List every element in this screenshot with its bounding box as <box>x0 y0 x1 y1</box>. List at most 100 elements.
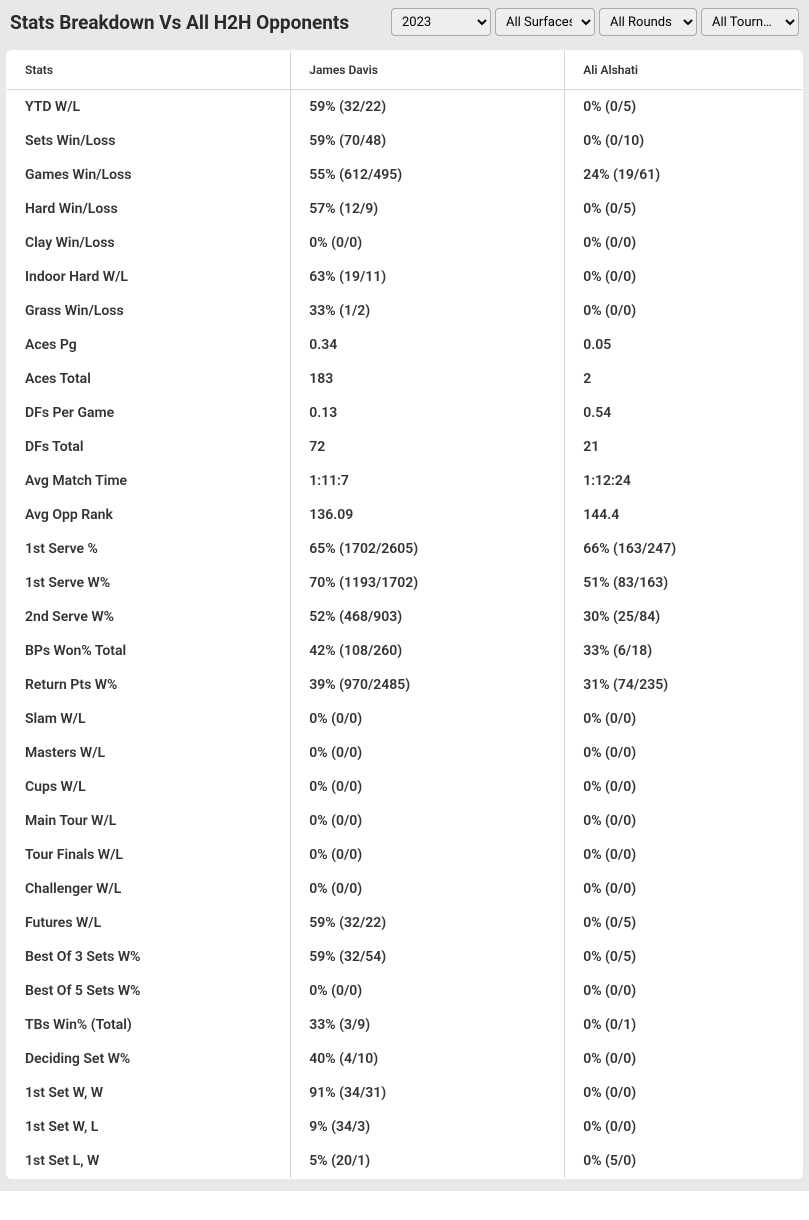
player1-value: 63% (19/11) <box>291 260 565 294</box>
player1-value: 0% (0/0) <box>291 702 565 736</box>
player2-value: 24% (19/61) <box>565 158 803 192</box>
table-row: 1st Set W, L9% (34/3)0% (0/0) <box>7 1110 803 1144</box>
player1-value: 0% (0/0) <box>291 226 565 260</box>
stat-label: Cups W/L <box>7 770 291 804</box>
table-row: Games Win/Loss55% (612/495)24% (19/61) <box>7 158 803 192</box>
player1-value: 65% (1702/2605) <box>291 532 565 566</box>
table-row: Deciding Set W%40% (4/10)0% (0/0) <box>7 1042 803 1076</box>
table-row: Tour Finals W/L0% (0/0)0% (0/0) <box>7 838 803 872</box>
table-header-row: Stats James Davis Ali Alshati <box>7 51 803 90</box>
stat-label: Aces Total <box>7 362 291 396</box>
player2-value: 31% (74/235) <box>565 668 803 702</box>
stats-table: Stats James Davis Ali Alshati YTD W/L59%… <box>6 50 803 1179</box>
stat-label: Best Of 5 Sets W% <box>7 974 291 1008</box>
header-bar: Stats Breakdown Vs All H2H Opponents 202… <box>0 0 809 44</box>
stat-label: TBs Win% (Total) <box>7 1008 291 1042</box>
table-row: Main Tour W/L0% (0/0)0% (0/0) <box>7 804 803 838</box>
player2-value: 0% (0/5) <box>565 940 803 974</box>
table-row: Return Pts W%39% (970/2485)31% (74/235) <box>7 668 803 702</box>
player2-value: 144.4 <box>565 498 803 532</box>
stat-label: 2nd Serve W% <box>7 600 291 634</box>
player1-value: 42% (108/260) <box>291 634 565 668</box>
stat-label: Clay Win/Loss <box>7 226 291 260</box>
player1-value: 72 <box>291 430 565 464</box>
player2-value: 0% (0/0) <box>565 260 803 294</box>
player1-value: 91% (34/31) <box>291 1076 565 1110</box>
player2-value: 0% (0/0) <box>565 294 803 328</box>
table-row: DFs Total7221 <box>7 430 803 464</box>
player2-value: 0% (5/0) <box>565 1144 803 1179</box>
table-row: 1st Serve %65% (1702/2605)66% (163/247) <box>7 532 803 566</box>
stat-label: Return Pts W% <box>7 668 291 702</box>
table-row: 1st Serve W%70% (1193/1702)51% (83/163) <box>7 566 803 600</box>
stat-label: 1st Serve W% <box>7 566 291 600</box>
table-row: Avg Opp Rank136.09144.4 <box>7 498 803 532</box>
player1-value: 0.13 <box>291 396 565 430</box>
table-row: 1st Set L, W5% (20/1)0% (5/0) <box>7 1144 803 1179</box>
player1-value: 59% (70/48) <box>291 124 565 158</box>
stat-label: 1st Set W, W <box>7 1076 291 1110</box>
player2-value: 0% (0/5) <box>565 90 803 125</box>
player1-value: 9% (34/3) <box>291 1110 565 1144</box>
player2-value: 21 <box>565 430 803 464</box>
rounds-select[interactable]: All Rounds <box>599 8 697 36</box>
table-row: Slam W/L0% (0/0)0% (0/0) <box>7 702 803 736</box>
year-select[interactable]: 2023 <box>391 8 491 36</box>
player1-value: 70% (1193/1702) <box>291 566 565 600</box>
table-row: Sets Win/Loss59% (70/48)0% (0/10) <box>7 124 803 158</box>
player2-value: 0.05 <box>565 328 803 362</box>
player2-value: 0.54 <box>565 396 803 430</box>
player2-value: 0% (0/0) <box>565 226 803 260</box>
player2-value: 0% (0/0) <box>565 872 803 906</box>
stat-label: Futures W/L <box>7 906 291 940</box>
stat-label: Sets Win/Loss <box>7 124 291 158</box>
table-container: Stats James Davis Ali Alshati YTD W/L59%… <box>0 44 809 1191</box>
table-row: DFs Per Game0.130.54 <box>7 396 803 430</box>
player2-value: 0% (0/5) <box>565 906 803 940</box>
player2-value: 51% (83/163) <box>565 566 803 600</box>
player1-value: 0% (0/0) <box>291 974 565 1008</box>
player1-value: 0% (0/0) <box>291 770 565 804</box>
stat-label: Tour Finals W/L <box>7 838 291 872</box>
stat-label: Avg Match Time <box>7 464 291 498</box>
player1-value: 33% (1/2) <box>291 294 565 328</box>
player2-value: 0% (0/0) <box>565 736 803 770</box>
stat-label: Hard Win/Loss <box>7 192 291 226</box>
player1-value: 33% (3/9) <box>291 1008 565 1042</box>
table-row: YTD W/L59% (32/22)0% (0/5) <box>7 90 803 125</box>
header-player1: James Davis <box>291 51 565 90</box>
player2-value: 0% (0/5) <box>565 192 803 226</box>
player1-value: 59% (32/22) <box>291 906 565 940</box>
player1-value: 55% (612/495) <box>291 158 565 192</box>
table-row: Futures W/L59% (32/22)0% (0/5) <box>7 906 803 940</box>
player2-value: 0% (0/0) <box>565 804 803 838</box>
table-row: Indoor Hard W/L63% (19/11)0% (0/0) <box>7 260 803 294</box>
player1-value: 40% (4/10) <box>291 1042 565 1076</box>
player1-value: 0% (0/0) <box>291 838 565 872</box>
player1-value: 183 <box>291 362 565 396</box>
player2-value: 33% (6/18) <box>565 634 803 668</box>
player1-value: 0% (0/0) <box>291 872 565 906</box>
table-row: Aces Total1832 <box>7 362 803 396</box>
player2-value: 2 <box>565 362 803 396</box>
table-body: YTD W/L59% (32/22)0% (0/5)Sets Win/Loss5… <box>7 90 803 1179</box>
player2-value: 0% (0/0) <box>565 974 803 1008</box>
table-row: Masters W/L0% (0/0)0% (0/0) <box>7 736 803 770</box>
stat-label: DFs Per Game <box>7 396 291 430</box>
stat-label: DFs Total <box>7 430 291 464</box>
tournament-select[interactable]: All Tourn… <box>701 8 799 36</box>
table-row: Challenger W/L0% (0/0)0% (0/0) <box>7 872 803 906</box>
stat-label: Challenger W/L <box>7 872 291 906</box>
stat-label: Masters W/L <box>7 736 291 770</box>
player2-value: 30% (25/84) <box>565 600 803 634</box>
stat-label: Deciding Set W% <box>7 1042 291 1076</box>
stat-label: Slam W/L <box>7 702 291 736</box>
table-row: 1st Set W, W91% (34/31)0% (0/0) <box>7 1076 803 1110</box>
stat-label: Avg Opp Rank <box>7 498 291 532</box>
table-row: Grass Win/Loss33% (1/2)0% (0/0) <box>7 294 803 328</box>
surface-select[interactable]: All Surfaces <box>495 8 595 36</box>
stat-label: 1st Serve % <box>7 532 291 566</box>
player2-value: 0% (0/0) <box>565 702 803 736</box>
table-row: Cups W/L0% (0/0)0% (0/0) <box>7 770 803 804</box>
stat-label: Aces Pg <box>7 328 291 362</box>
